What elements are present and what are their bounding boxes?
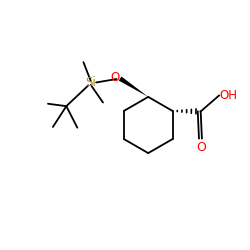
Text: OH: OH [220, 89, 238, 102]
Text: O: O [196, 141, 206, 154]
Polygon shape [119, 76, 148, 97]
Text: O: O [110, 71, 119, 84]
Text: Si: Si [86, 76, 96, 90]
